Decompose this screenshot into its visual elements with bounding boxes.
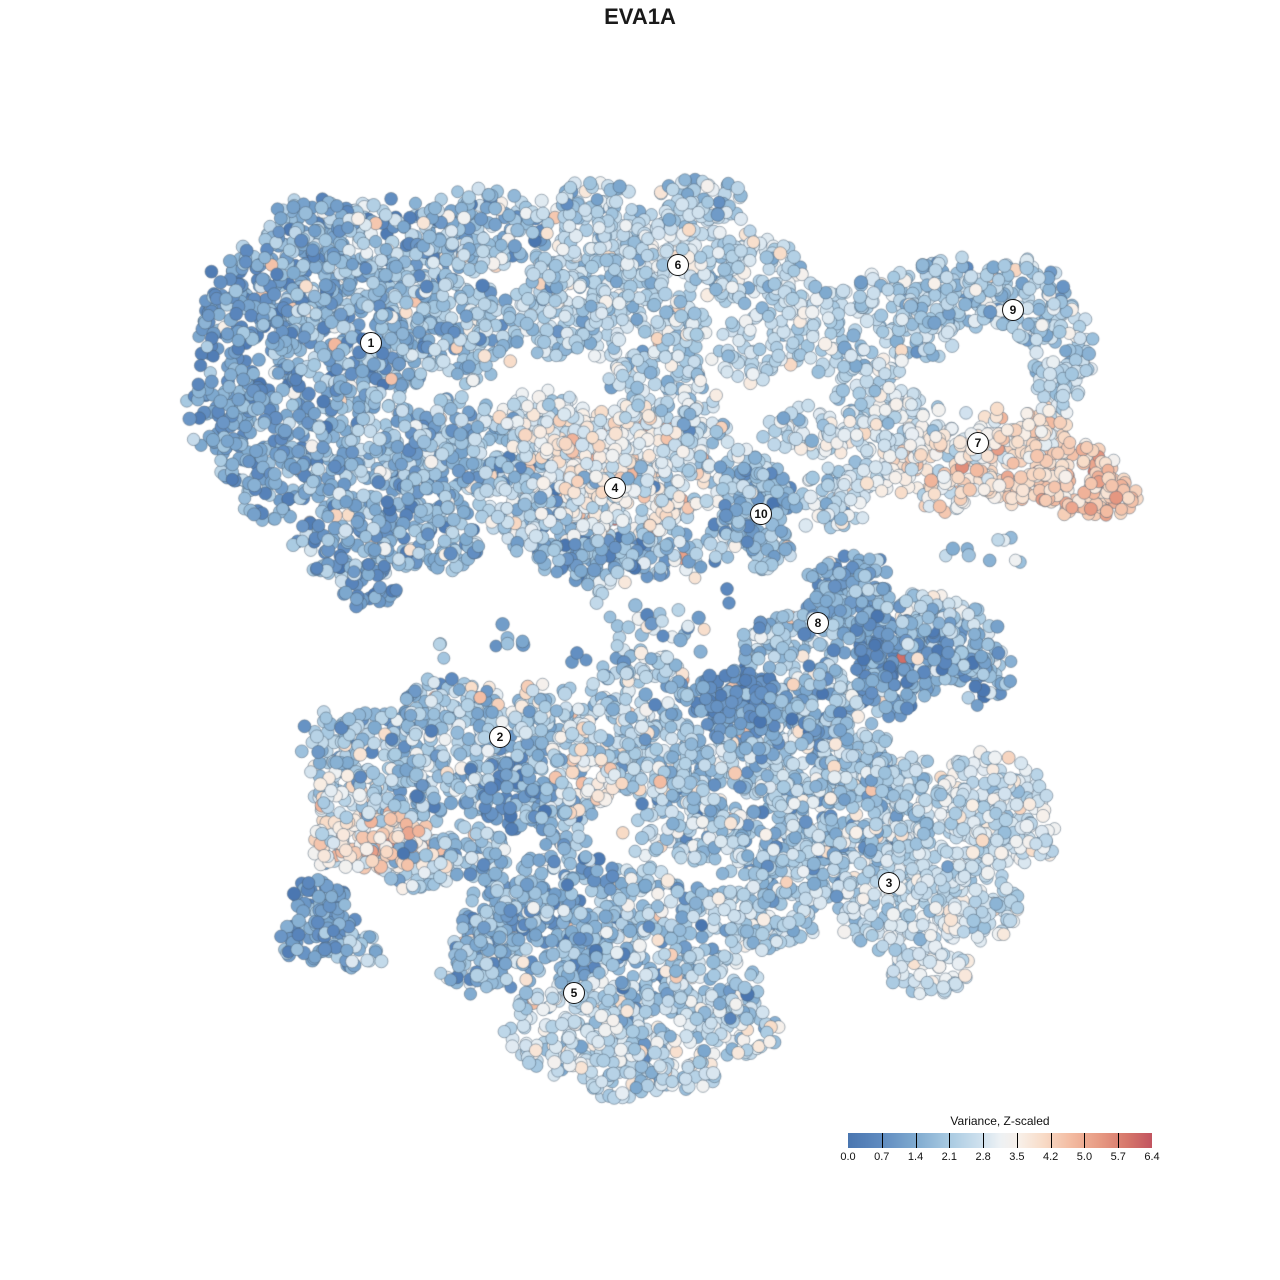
colorbar-tick-line	[983, 1133, 985, 1148]
colorbar-tick-label: 0.7	[874, 1151, 890, 1163]
colorbar-tick-label: 6.4	[1144, 1151, 1160, 1163]
colorbar-tick-line	[881, 1133, 883, 1148]
colorbar-tick-label: 2.8	[975, 1151, 991, 1163]
colorbar-tick-line	[1118, 1133, 1120, 1148]
colorbar-tick-label: 5.0	[1076, 1151, 1093, 1163]
colorbar-tick-line	[949, 1133, 951, 1148]
colorbar-tick-label: 1.4	[907, 1151, 924, 1163]
colorbar-tick-line	[1084, 1133, 1086, 1148]
colorbar-ticks: 0.0 0.7 1.4 2.1 2.8 3.5 4.2 5.0 5.7 6.4	[840, 1151, 1159, 1165]
colorbar-tick-line	[1050, 1133, 1052, 1148]
colorbar-tick-label: 0.0	[840, 1151, 856, 1163]
colorbar-gradient	[848, 1133, 1152, 1148]
legend-title: Variance, Z-scaled	[950, 1114, 1050, 1128]
colorbar-tick-label: 5.7	[1110, 1151, 1126, 1163]
colorbar-tick-label: 4.2	[1043, 1151, 1059, 1163]
colorbar-tick-line	[915, 1133, 917, 1148]
colorbar-tick-label: 3.5	[1009, 1151, 1025, 1163]
colorbar-legend: Variance, Z-scaled 0.0 0.7 1.4 2.1 2.8 3.5 4.2…	[840, 1114, 1159, 1163]
colorbar-tick-line	[1016, 1133, 1018, 1148]
colorbar-tick-label: 2.1	[941, 1151, 957, 1163]
